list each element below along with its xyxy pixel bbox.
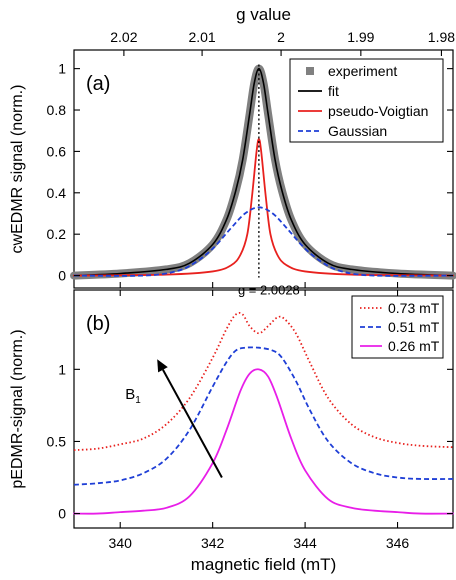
x-tick-label: 346 [386, 535, 410, 551]
panel-a-legend: experiment fit pseudo-Voigtian Gaussian [289, 58, 444, 143]
b1-label-subscript: 1 [135, 395, 141, 406]
panel-a-label: (a) [86, 73, 110, 95]
b1-arrow-head [157, 359, 168, 373]
panel-b-ylabel: pEDMR-signal (norm.) [9, 329, 26, 488]
panel-a-legend-swatch-experiment [306, 67, 314, 75]
x-tick-label: 344 [293, 535, 317, 551]
panel-b-ytick-label: 0 [58, 506, 66, 522]
b1-label: B1 [125, 386, 141, 406]
panel-a-legend-label-pseudo-voigtian: pseudo-Voigtian [328, 103, 428, 119]
panel-a-series-gaussian [73, 206, 454, 277]
x-tick-label: 340 [109, 535, 133, 551]
panel-a-ytick-label: 0 [58, 268, 66, 284]
panel-b-series-0-51-mt [73, 346, 454, 486]
g-tick-label: 2.02 [110, 29, 137, 45]
panel-b-series-0-73-mt [73, 312, 454, 452]
panel-a-ytick-label: 0.2 [47, 226, 67, 242]
panel-b-ytick-label: 1 [58, 361, 66, 377]
panel-a-ytick-label: 0.6 [47, 143, 67, 159]
panel-b-ytick-label: 0.5 [47, 433, 67, 449]
g-tick-label: 1.99 [347, 29, 374, 45]
g-annotation: g = 2.0028 [238, 283, 300, 298]
panel-a-ylabel: cwEDMR signal (norm.) [9, 85, 26, 254]
tick-labels: 0 0.2 0.4 0.6 0.8 1 0 0.5 1 340 342 344 346 2.02 2.01 2… [47, 29, 456, 551]
panel-a-legend-label-fit: fit [328, 83, 339, 99]
x-axis-label: magnetic field (mT) [191, 555, 336, 574]
panel-b-series [73, 312, 454, 515]
panel-a-series-fit [73, 67, 454, 277]
g-tick-label: 2.01 [188, 29, 215, 45]
panel-b-label: (b) [86, 313, 110, 335]
panel-b-legend: 0.73 mT 0.51 mT 0.26 mT [351, 295, 444, 359]
panel-a-series-pseudo-voigtian [73, 138, 454, 277]
panel-b-series-0-26-mt [73, 368, 454, 515]
panel-b-frame [73, 289, 454, 529]
panel-a-frame [73, 49, 454, 289]
panel-a-legend-label-gaussian: Gaussian [328, 123, 387, 139]
g-tick-label: 1.98 [428, 29, 455, 45]
b1-label-main: B [125, 386, 135, 403]
g-tick-label: 2 [277, 29, 285, 45]
panel-a-series [70, 64, 456, 280]
panel-a-ytick-label: 0.4 [47, 185, 67, 201]
panel-b-legend-label-0-26-mt: 0.26 mT [388, 338, 440, 354]
panel-b-legend-label-0-73-mt: 0.73 mT [388, 300, 440, 316]
b1-arrow-shaft [162, 369, 223, 478]
panel-a-ytick-label: 1 [58, 61, 66, 77]
panel-b-legend-box [351, 295, 444, 359]
x-tick-label: 342 [201, 535, 225, 551]
panel-a-legend-box [289, 58, 444, 143]
panel-b-legend-label-0-51-mt: 0.51 mT [388, 319, 440, 335]
panel-a-ytick-label: 0.8 [47, 102, 67, 118]
top-axis-label: g value [236, 5, 291, 24]
tick-marks [74, 50, 453, 528]
b1-arrow [157, 359, 223, 478]
panel-a-legend-label-experiment: experiment [328, 63, 397, 79]
